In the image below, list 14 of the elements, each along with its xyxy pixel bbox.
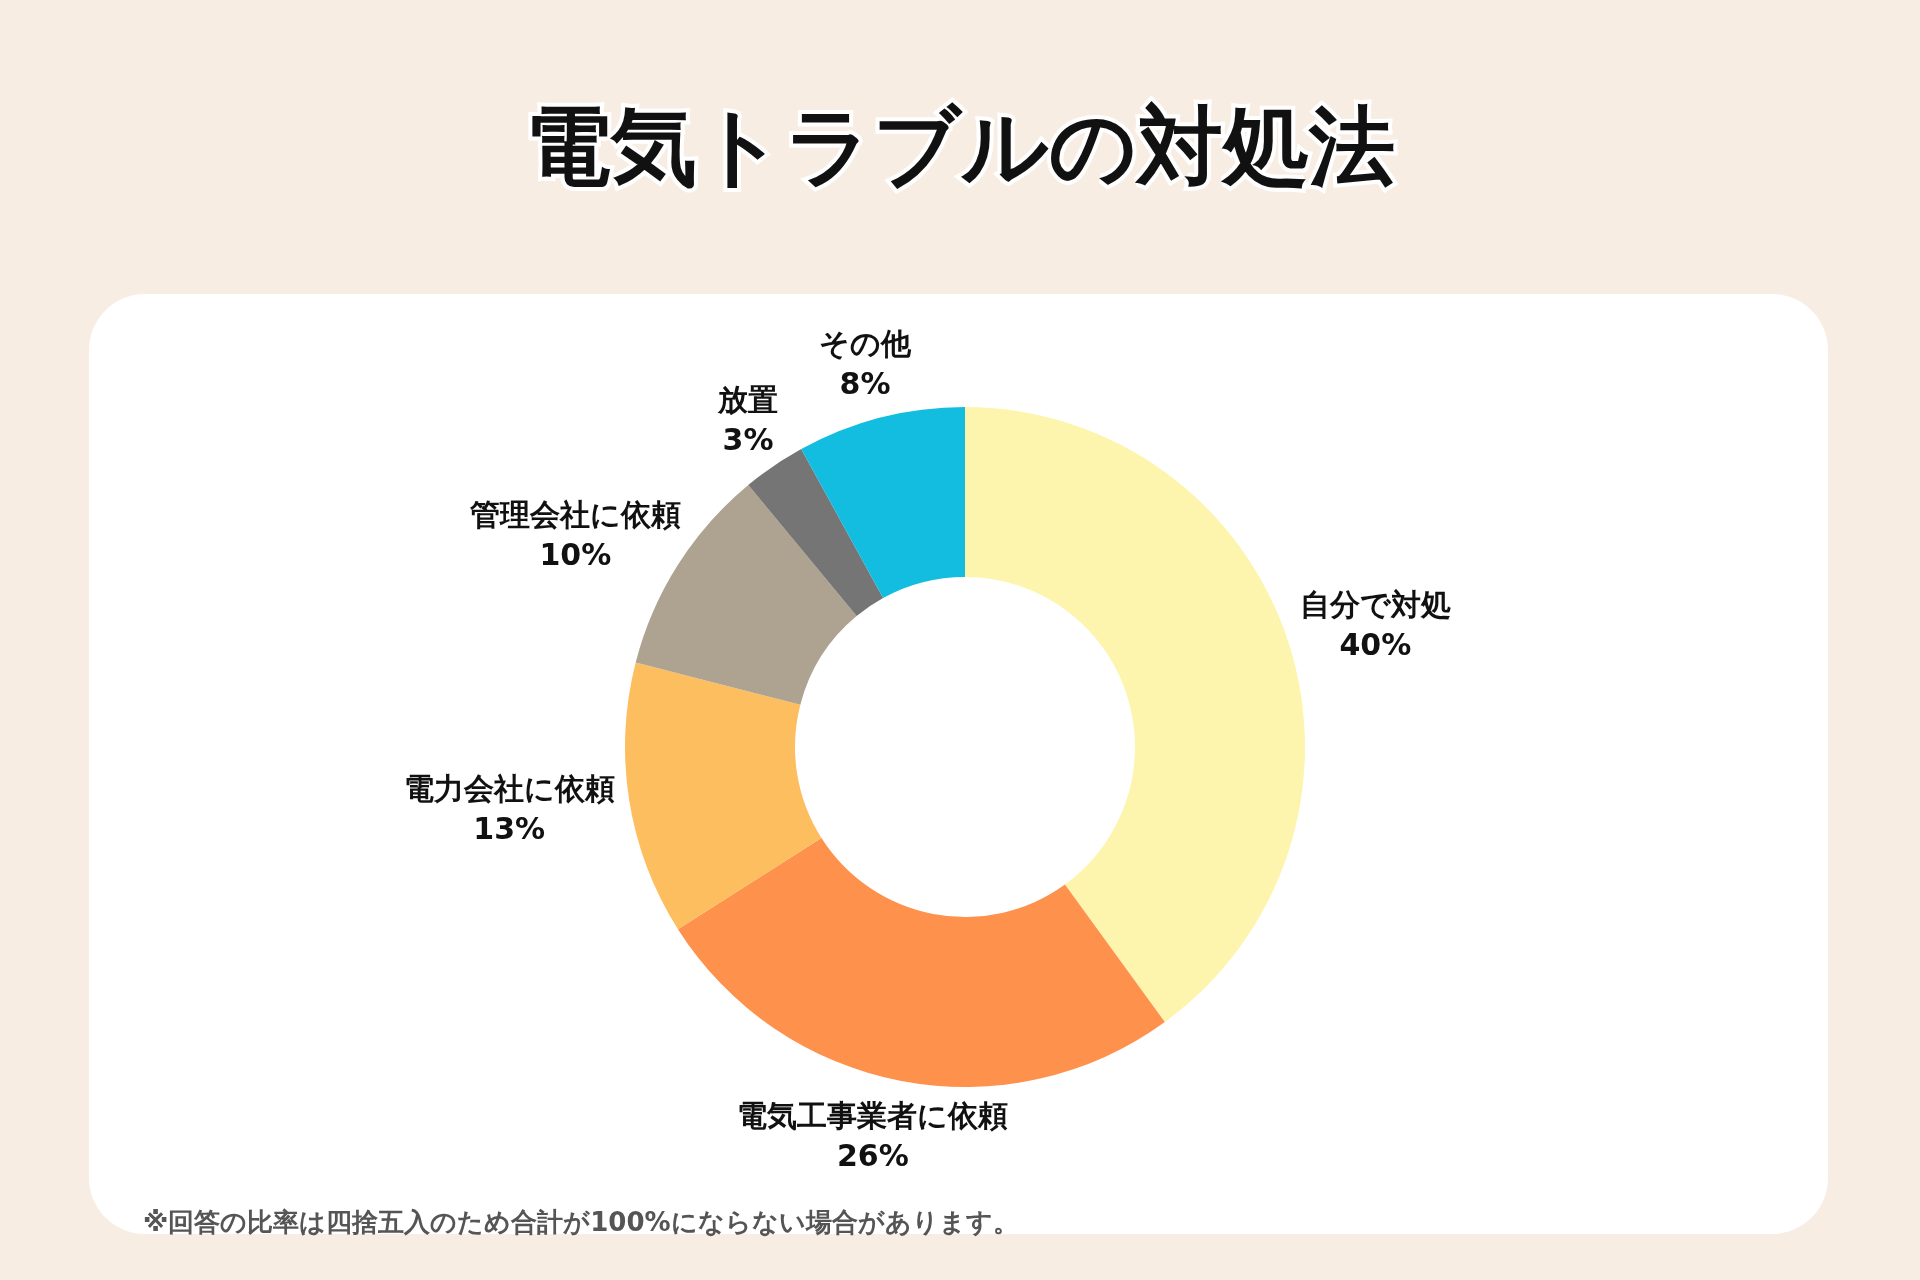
slice-label: 電気工事業者に依頼 (737, 1098, 1009, 1134)
data-label: 26% (837, 1138, 909, 1174)
slice-label: 放置 (717, 381, 779, 417)
data-label: 13% (473, 811, 546, 847)
data-label: 8% (839, 365, 891, 401)
data-label: 40% (1339, 627, 1412, 663)
slice-label: 自分で対処 (1299, 587, 1451, 623)
slice-label: 電力会社に依頼 (403, 771, 615, 807)
slice-label: 管理会社に依頼 (468, 497, 681, 533)
chart-title: 電気トラブルの対処法 (525, 96, 1395, 196)
text: ※回答の比率は四捨五入のため合計が100%にならない場合があります。 (143, 1207, 1019, 1237)
data-label: 3% (722, 421, 774, 457)
slice-label: その他 (819, 325, 913, 361)
data-label: 10% (539, 537, 612, 573)
